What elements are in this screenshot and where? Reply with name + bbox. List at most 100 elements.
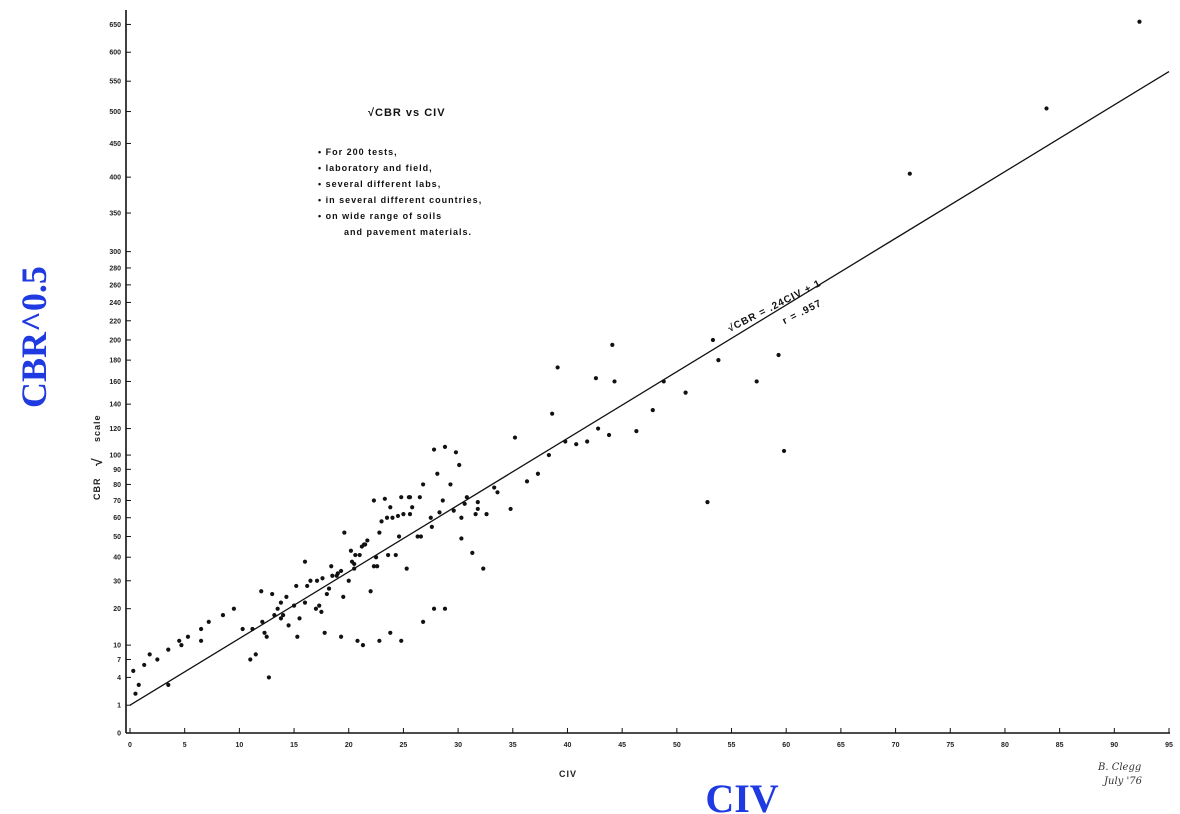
annotation-line: and pavement materials. (344, 227, 472, 237)
y-tick-label: 200 (109, 337, 121, 344)
data-point (278, 616, 284, 621)
data-points (131, 19, 1142, 696)
data-point (334, 573, 339, 578)
data-point (284, 594, 289, 599)
annotation-line: • For 200 tests, (318, 147, 398, 157)
data-point (348, 548, 354, 553)
y-axis-title: CBR (92, 478, 102, 501)
data-point (326, 586, 332, 591)
data-point (302, 600, 308, 605)
data-point (270, 591, 275, 597)
data-point (359, 544, 364, 549)
y-tick-label: 70 (113, 498, 121, 505)
data-point (555, 365, 560, 370)
y-tick-label: 40 (113, 555, 121, 562)
data-point (421, 619, 426, 624)
data-point (683, 390, 688, 395)
x-tick-label: 25 (400, 742, 408, 749)
data-point (147, 652, 152, 657)
x-tick-label: 50 (673, 742, 681, 749)
data-point (716, 358, 721, 363)
data-point (253, 652, 258, 657)
y-tick-label: 600 (109, 50, 121, 57)
data-point (781, 448, 787, 454)
data-point (512, 435, 518, 440)
author-signature: B. Clegg July '76 (1097, 762, 1143, 787)
data-point (418, 534, 424, 539)
data-point (399, 638, 404, 643)
x-tick-label: 75 (946, 742, 954, 749)
y-tick-label: 100 (109, 453, 121, 460)
big-y-label: CBR^0.5 (14, 266, 54, 408)
data-point (593, 376, 599, 381)
data-point (1137, 19, 1142, 24)
data-point (198, 626, 204, 632)
y-tick-label: 450 (109, 141, 121, 148)
y-tick-label: 90 (113, 467, 121, 474)
y-tick-label: 0 (117, 731, 121, 738)
y-tick-label: 280 (109, 265, 121, 272)
data-point (524, 479, 530, 484)
data-point (907, 171, 912, 176)
data-point (342, 530, 347, 535)
data-point (341, 594, 346, 599)
data-point (382, 496, 387, 501)
y-tick-label: 140 (109, 402, 121, 409)
data-point (297, 616, 302, 621)
data-point (266, 675, 271, 680)
big-y-label-group: CBR^0.5 (14, 266, 54, 408)
data-point (484, 512, 489, 517)
data-point (338, 634, 344, 639)
data-point (278, 600, 284, 605)
data-point (357, 552, 362, 558)
data-point (349, 559, 355, 564)
data-point (388, 505, 393, 510)
data-point (322, 630, 327, 635)
data-point (650, 407, 655, 413)
annotation-line: • in several different countries, (318, 195, 482, 205)
regression-line (129, 70, 1170, 706)
data-point (395, 513, 401, 519)
x-tick-label: 10 (235, 742, 243, 749)
data-point (399, 495, 404, 500)
data-point (166, 682, 171, 687)
x-tick-label: 90 (1110, 742, 1118, 749)
data-point (136, 682, 141, 687)
y-tick-label: 7 (117, 657, 121, 664)
x-tick-label: 45 (618, 742, 626, 749)
data-point (281, 612, 286, 618)
regression-label-group: √CBR = .24CIV + 1 r = .957 (726, 278, 824, 335)
data-point (595, 426, 601, 431)
data-point (264, 634, 269, 639)
x-tick-label: 65 (837, 742, 845, 749)
data-point (440, 498, 445, 503)
y-tick-label: 550 (109, 79, 121, 86)
data-point (248, 657, 253, 662)
data-point (179, 643, 184, 648)
data-point (286, 623, 291, 628)
data-point (459, 536, 464, 541)
annotation-line: • several different labs, (318, 179, 441, 189)
data-point (448, 482, 453, 487)
data-point (317, 603, 322, 608)
x-tick-label: 80 (1001, 742, 1009, 749)
y-tick-label: 4 (117, 675, 121, 682)
data-point (610, 342, 615, 348)
x-tick-label: 60 (782, 742, 790, 749)
data-point (133, 691, 138, 696)
data-point (231, 606, 236, 611)
data-point (393, 552, 398, 558)
data-point (585, 439, 590, 444)
y-tick-label: 30 (113, 578, 121, 585)
data-point (388, 630, 393, 635)
data-point (401, 512, 406, 517)
y-tick-label: 20 (113, 606, 121, 613)
x-tick-label: 35 (509, 742, 517, 749)
data-point (198, 638, 204, 643)
data-point (390, 515, 395, 520)
data-point (459, 515, 464, 520)
data-point (155, 657, 160, 662)
data-point (451, 508, 456, 513)
data-point (473, 512, 478, 517)
